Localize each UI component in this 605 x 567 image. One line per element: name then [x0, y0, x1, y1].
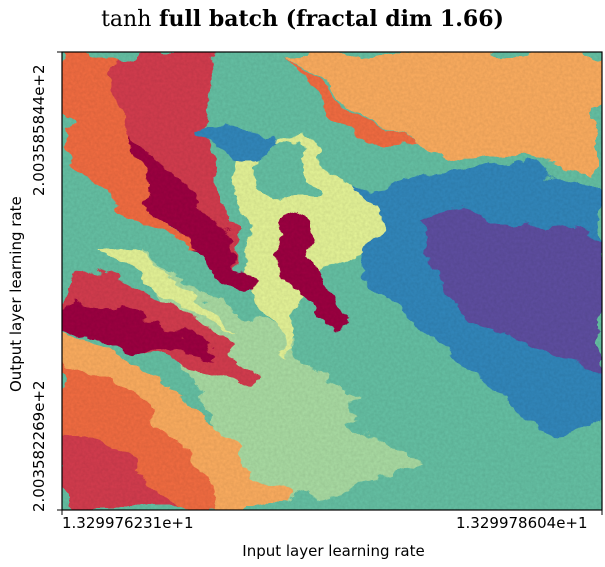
- x-axis-label: Input layer learning rate: [242, 542, 425, 560]
- plot-frame: [61, 51, 603, 511]
- axis-ticks: [57, 51, 603, 515]
- title-text: full batch (fractal dim 1.66): [159, 6, 504, 32]
- title-code: tanh: [101, 7, 152, 32]
- x-tick-label-min: 1.329976231e+1: [62, 514, 194, 532]
- heatmap-field: [62, 52, 602, 510]
- x-tick-label-max: 1.329978604e+1: [456, 514, 588, 532]
- chart-title: tanh full batch (fractal dim 1.66): [0, 6, 605, 32]
- y-axis-label: Output layer learning rate: [7, 196, 25, 392]
- y-tick-label-max: 2.003585844e+2: [30, 64, 48, 196]
- y-tick-label-min: 2.003582269e+2: [30, 380, 48, 512]
